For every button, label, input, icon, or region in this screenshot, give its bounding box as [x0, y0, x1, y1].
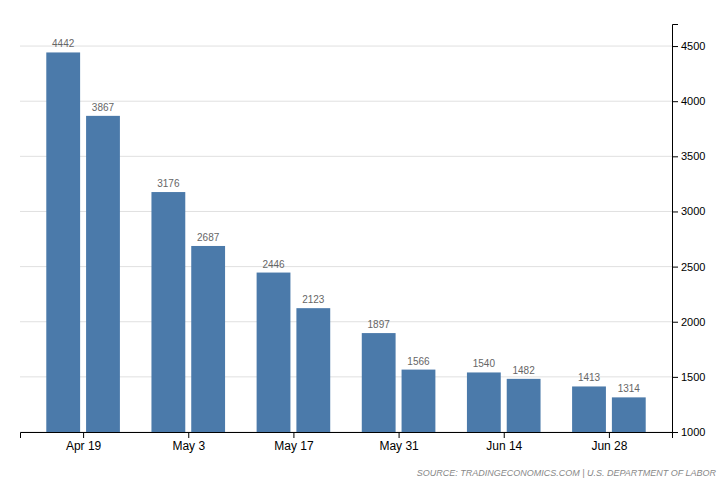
- data-label: 1566: [407, 356, 430, 367]
- bar: [572, 386, 606, 432]
- y-tick-mark: [672, 267, 678, 268]
- bar: [46, 52, 80, 432]
- x-tick-label: May 3: [172, 439, 205, 453]
- data-label: 1897: [368, 319, 391, 330]
- bar: [467, 372, 501, 432]
- chart: 4442 3867 3176 2687 2446 2123 1897 1566 1540 1482…: [0, 0, 728, 484]
- x-tick-label: Jun 14: [486, 439, 522, 453]
- data-label: 3867: [92, 102, 115, 113]
- bars: [46, 52, 645, 432]
- grid-line: [20, 46, 672, 47]
- y-tick-label: 2000: [681, 316, 705, 328]
- y-tick: 4500: [672, 40, 705, 52]
- y-tick-mark: [672, 432, 678, 433]
- y-tick-mark: [672, 211, 678, 212]
- x-tick-mark: [293, 432, 294, 438]
- y-tick-mark: [672, 46, 678, 47]
- data-label: 2123: [302, 294, 325, 305]
- data-label: 2446: [262, 259, 285, 270]
- y-tick-mark: [672, 156, 678, 157]
- data-label: 2687: [197, 232, 220, 243]
- annotations: SOURCE: TRADINGECONOMICS.COM | U.S. DEPA…: [417, 468, 717, 478]
- data-label: 1314: [618, 383, 641, 394]
- bar: [296, 308, 330, 432]
- y-tick: 4000: [672, 95, 705, 107]
- y-tick-label: 4000: [681, 95, 705, 107]
- x-tick: Jun 28: [591, 432, 627, 453]
- bar: [612, 397, 646, 432]
- y-tick-label: 3000: [681, 205, 705, 217]
- x-axis: Apr 19 May 3 May 17 May 31 Jun 14 Jun 28: [21, 432, 673, 453]
- plot: 4442 3867 3176 2687 2446 2123 1897 1566 1540 1482…: [20, 25, 705, 484]
- data-label: 3176: [157, 178, 180, 189]
- y-tick: 3500: [672, 150, 705, 162]
- x-tick: May 31: [379, 432, 419, 453]
- y-tick: 2500: [672, 261, 705, 273]
- grid-line: [20, 101, 672, 102]
- bar: [191, 246, 225, 432]
- data-label: 1540: [473, 358, 496, 369]
- y-tick-label: 1000: [681, 426, 705, 438]
- y-tick: 1500: [672, 371, 705, 383]
- y-tick-mark: [672, 322, 678, 323]
- y-tick-mark: [672, 377, 678, 378]
- y-axis-line: [673, 25, 679, 433]
- x-tick: Jun 14: [486, 432, 522, 453]
- x-tick-mark: [188, 432, 189, 438]
- x-tick: May 17: [274, 432, 314, 453]
- source-text: SOURCE: TRADINGECONOMICS.COM | U.S. DEPA…: [417, 468, 717, 478]
- x-tick-mark: [83, 432, 84, 438]
- y-tick: 2000: [672, 316, 705, 328]
- x-tick-label: Apr 19: [66, 439, 102, 453]
- x-tick-mark: [399, 432, 400, 438]
- bar: [402, 370, 436, 432]
- bar: [362, 333, 396, 432]
- y-tick: 1000: [672, 426, 705, 438]
- x-tick-label: Jun 28: [591, 439, 627, 453]
- x-tick: May 3: [172, 432, 205, 453]
- x-tick-label: May 31: [379, 439, 419, 453]
- x-axis-line: [21, 433, 673, 439]
- data-label: 1482: [513, 365, 536, 376]
- bar: [507, 379, 541, 432]
- y-axis: 1000 1500 2000 2500 3000 3500 4000 4500: [672, 25, 705, 439]
- y-tick-label: 2500: [681, 261, 705, 273]
- y-tick: 3000: [672, 205, 705, 217]
- y-tick-mark: [672, 101, 678, 102]
- bar: [86, 116, 120, 432]
- bar: [257, 273, 291, 432]
- y-tick-label: 1500: [681, 371, 705, 383]
- x-tick: Apr 19: [66, 432, 102, 453]
- x-tick-mark: [609, 432, 610, 438]
- x-tick-mark: [504, 432, 505, 438]
- y-tick-label: 3500: [681, 150, 705, 162]
- y-tick-label: 4500: [681, 40, 705, 52]
- data-label: 1413: [578, 372, 601, 383]
- bar: [151, 192, 185, 432]
- x-tick-label: May 17: [274, 439, 314, 453]
- data-label: 4442: [52, 38, 75, 49]
- data-labels: 4442 3867 3176 2687 2446 2123 1897 1566 1540 1482…: [52, 38, 640, 394]
